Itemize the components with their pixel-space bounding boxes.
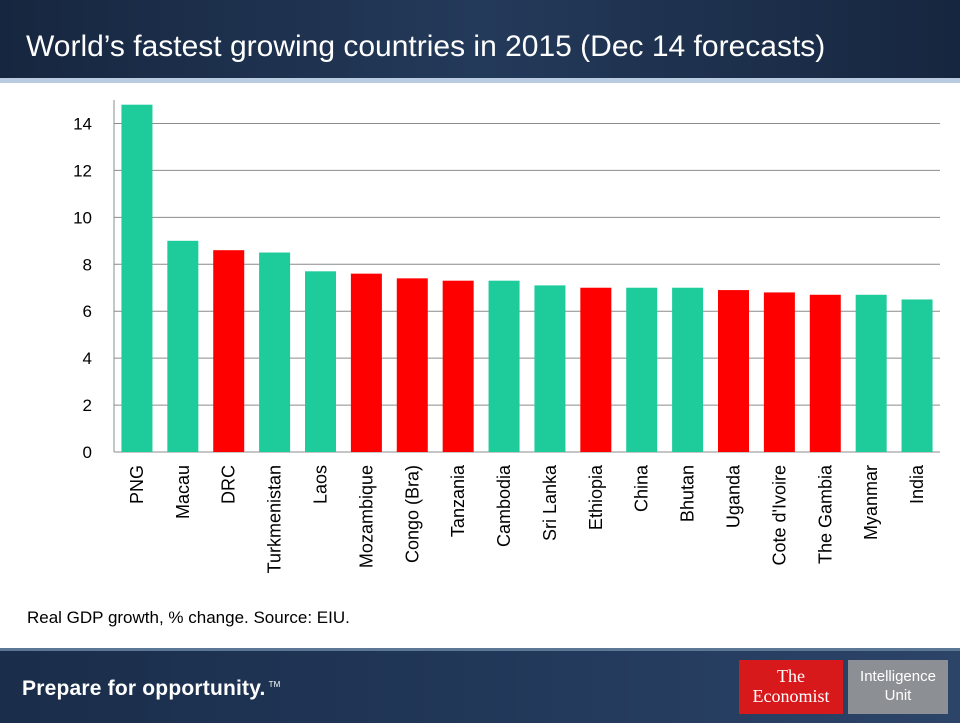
x-category-label: Ethiopia	[586, 464, 606, 530]
bar-ethiopia	[580, 287, 612, 452]
x-axis-labels: PNG Macau DRC Turkmenistan Laos Mozambique Con…	[127, 464, 927, 573]
y-tick-label: 10	[73, 208, 92, 227]
eiu-logo-line2: Unit	[884, 687, 912, 704]
bar-india	[901, 299, 933, 452]
x-category-label: Laos	[311, 465, 331, 504]
trademark-mark: TM	[268, 680, 281, 689]
bar-congo-bra-	[396, 278, 428, 452]
x-category-label: Cambodia	[494, 464, 514, 547]
bar-cote-d-ivoire	[763, 292, 795, 452]
bar-png	[121, 104, 153, 453]
eiu-logo: Intelligence Unit	[848, 660, 948, 714]
y-tick-label: 6	[83, 302, 92, 321]
y-tick-label: 0	[83, 443, 92, 462]
x-category-label: Mozambique	[356, 465, 376, 568]
title-banner: World’s fastest growing countries in 201…	[0, 0, 960, 78]
x-category-label: Sri Lanka	[540, 464, 560, 541]
bar-laos	[305, 271, 336, 452]
bar-cambodia	[488, 280, 520, 452]
x-category-label: Congo (Bra)	[402, 465, 422, 563]
tagline-text: Prepare for opportunity.	[22, 677, 266, 700]
x-category-label: Turkmenistan	[265, 465, 285, 573]
source-note: Real GDP growth, % change. Source: EIU.	[27, 608, 350, 627]
x-category-label: Uganda	[724, 464, 744, 528]
x-category-label: China	[632, 464, 652, 512]
eiu-logo-line1: Intelligence	[860, 668, 936, 685]
header-divider	[0, 78, 960, 83]
x-category-label: The Gambia	[815, 464, 835, 564]
footer-tagline: Prepare for opportunity. TM	[22, 677, 281, 701]
economist-logo-line1: The	[777, 666, 805, 686]
bar-mozambique	[350, 273, 382, 452]
gdp-growth-bar-chart: 0 2 4 6 8 10 12 14 PNG Macau DRC Turkmenistan Laos M…	[73, 100, 940, 573]
bar-sri-lanka	[534, 285, 566, 452]
bar-the-gambia	[809, 294, 841, 452]
x-category-label: Macau	[173, 465, 193, 519]
bar-tanzania	[442, 280, 474, 452]
x-category-label: Bhutan	[678, 465, 698, 522]
y-tick-label: 4	[83, 349, 92, 368]
x-category-label: India	[907, 464, 927, 504]
bar-bhutan	[672, 287, 704, 452]
x-category-label: DRC	[219, 465, 239, 504]
x-category-label: Tanzania	[448, 464, 468, 537]
footer-bar: Prepare for opportunity. TM The Economist…	[0, 648, 960, 723]
y-axis: 0 2 4 6 8 10 12 14	[73, 100, 115, 462]
x-category-label: PNG	[127, 465, 147, 504]
bar-uganda	[718, 290, 749, 452]
bar-drc	[213, 250, 245, 452]
x-category-label: Myanmar	[861, 465, 881, 540]
x-category-label: Cote d'Ivoire	[769, 465, 789, 566]
economist-logo-line2: Economist	[752, 686, 830, 706]
y-tick-label: 12	[73, 161, 92, 180]
bars	[121, 104, 933, 453]
y-tick-label: 2	[83, 396, 92, 415]
economist-logo: The Economist	[739, 660, 843, 714]
bar-turkmenistan	[259, 252, 291, 452]
bar-china	[626, 287, 658, 452]
bar-macau	[167, 240, 199, 452]
y-tick-label: 8	[83, 255, 92, 274]
bar-myanmar	[855, 294, 887, 452]
page-title: World’s fastest growing countries in 201…	[26, 30, 826, 63]
gridlines	[114, 122, 940, 453]
y-tick-label: 14	[73, 114, 92, 133]
